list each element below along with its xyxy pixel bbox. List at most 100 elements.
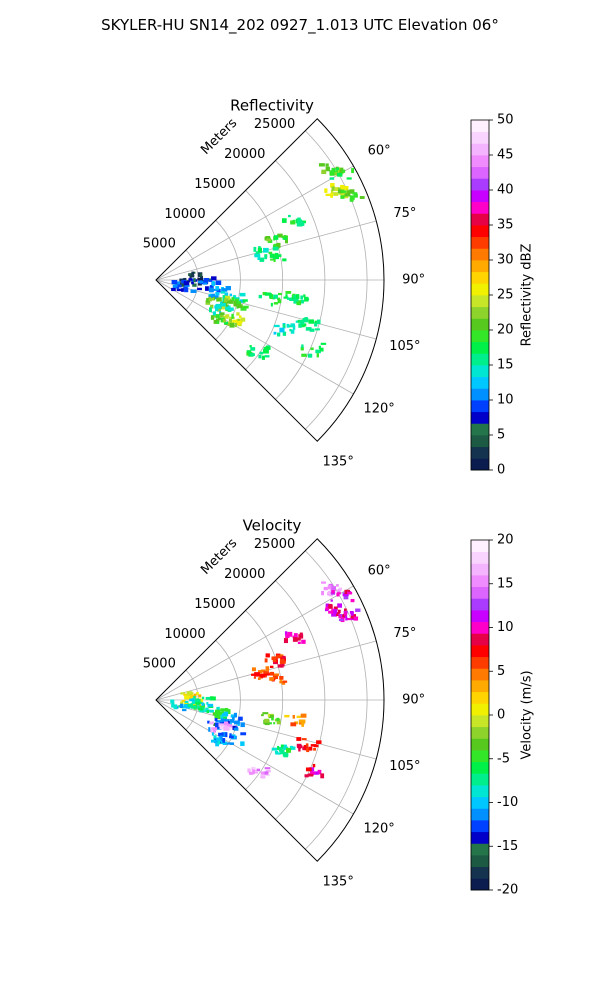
- echo-pixel: [210, 728, 213, 733]
- echo-pixel: [281, 235, 285, 239]
- colorbar-segment: [471, 691, 489, 704]
- echo-pixel: [220, 737, 224, 743]
- echo-pixel: [218, 732, 224, 737]
- echo-pixel: [295, 637, 301, 641]
- echo-pixel: [173, 704, 178, 710]
- echo-pixel: [276, 721, 281, 725]
- echo-pixel: [205, 286, 209, 291]
- echo-pixel: [198, 280, 204, 284]
- echo-pixel: [265, 653, 270, 658]
- colorbar-segment: [471, 843, 489, 856]
- echo-pixel: [222, 294, 226, 300]
- echo-pixel: [213, 315, 217, 318]
- echo-pixel: [281, 218, 287, 223]
- echo-pixel: [225, 306, 229, 310]
- echo-pixel: [301, 353, 307, 357]
- echo-pixel: [183, 281, 190, 286]
- echo-pixel: [237, 318, 240, 321]
- echo-pixel: [225, 295, 231, 301]
- colorbar-segment: [471, 575, 489, 588]
- colorbar-tick-label: 20: [497, 533, 514, 548]
- echo-pixel: [301, 344, 304, 348]
- echo-pixel: [314, 322, 318, 327]
- echo-pixel: [183, 704, 186, 709]
- echo-pixel: [292, 635, 295, 639]
- echo-pixel: [271, 747, 278, 751]
- echo-pixel: [330, 586, 336, 591]
- echo-pixel: [180, 701, 184, 705]
- echo-pixel: [230, 714, 237, 718]
- colorbar-velocity: -20 -15 -10 -5 0 5 10 15 20 Velocity (m/s): [470, 533, 535, 898]
- echo-pixel: [213, 295, 219, 300]
- echo-pixel: [331, 186, 335, 191]
- echo-pixel: [328, 603, 333, 609]
- echo-pixel: [290, 722, 297, 727]
- echo-cell: [264, 251, 287, 263]
- echo-pixel: [350, 614, 357, 619]
- echo-pixel: [212, 730, 217, 733]
- echo-pixel: [227, 720, 230, 725]
- echo-pixel: [317, 769, 322, 775]
- echo-pixel: [283, 638, 289, 644]
- angle-tick-label: 135°: [323, 455, 354, 470]
- echo-pixel: [183, 286, 188, 291]
- echo-pixel: [276, 242, 281, 248]
- echo-pixel: [225, 732, 228, 738]
- echo-pixel: [250, 353, 255, 356]
- echo-pixel: [197, 287, 202, 291]
- echo-pixel: [342, 592, 345, 595]
- echo-pixel: [209, 293, 216, 296]
- echo-pixel: [347, 591, 353, 595]
- echo-pixel: [257, 255, 261, 261]
- echo-pixel: [251, 673, 257, 676]
- echo-pixel: [273, 294, 278, 299]
- colorbar-segment: [471, 225, 489, 238]
- echo-pixel: [262, 291, 267, 296]
- echo-pixel: [234, 322, 238, 328]
- echo-pixel: [218, 317, 222, 321]
- radial-tick-label: 5000: [143, 237, 176, 252]
- echo-cell: [246, 345, 271, 360]
- echo-pixel: [272, 246, 279, 251]
- echo-pixel: [308, 319, 314, 324]
- echo-pixel: [278, 747, 283, 752]
- echo-pixel: [299, 319, 305, 325]
- echo-pixel: [174, 281, 181, 287]
- echo-pixel: [263, 247, 269, 253]
- echo-pixel: [221, 732, 228, 737]
- echo-pixel: [263, 771, 269, 775]
- echo-pixel: [353, 616, 359, 621]
- echo-pixel: [181, 699, 186, 703]
- echo-pixel: [191, 271, 194, 276]
- echo-pixel: [305, 767, 312, 772]
- echo-pixel: [240, 732, 247, 736]
- echo-pixel: [325, 193, 332, 197]
- echo-pixel: [240, 741, 245, 746]
- echo-pixel: [336, 584, 339, 587]
- echo-pixel: [205, 707, 209, 713]
- echo-cell: [304, 763, 325, 779]
- colorbar-segment: [471, 120, 489, 133]
- echo-pixel: [282, 655, 286, 660]
- echo-pixel: [190, 702, 196, 708]
- echo-pixel: [314, 320, 318, 324]
- echo-pixel: [263, 671, 269, 674]
- echo-cell: [171, 278, 197, 293]
- echo-pixel: [216, 297, 222, 302]
- echo-pixel: [209, 710, 214, 713]
- colorbar-segment: [471, 423, 489, 436]
- echo-pixel: [331, 590, 335, 594]
- echo-pixel: [255, 251, 260, 257]
- echo-pixel: [327, 585, 332, 590]
- echo-pixel: [249, 345, 252, 348]
- echo-pixel: [342, 169, 346, 173]
- echo-pixel: [270, 302, 273, 307]
- colorbar-tick-label: -5: [497, 751, 510, 766]
- angle-tick-label: 105°: [389, 339, 420, 354]
- echo-pixel: [254, 254, 261, 258]
- echo-pixel: [262, 712, 269, 715]
- echo-pixel: [299, 221, 305, 226]
- echo-cell: [283, 631, 306, 645]
- echo-pixel: [199, 701, 203, 705]
- echo-pixel: [224, 742, 231, 745]
